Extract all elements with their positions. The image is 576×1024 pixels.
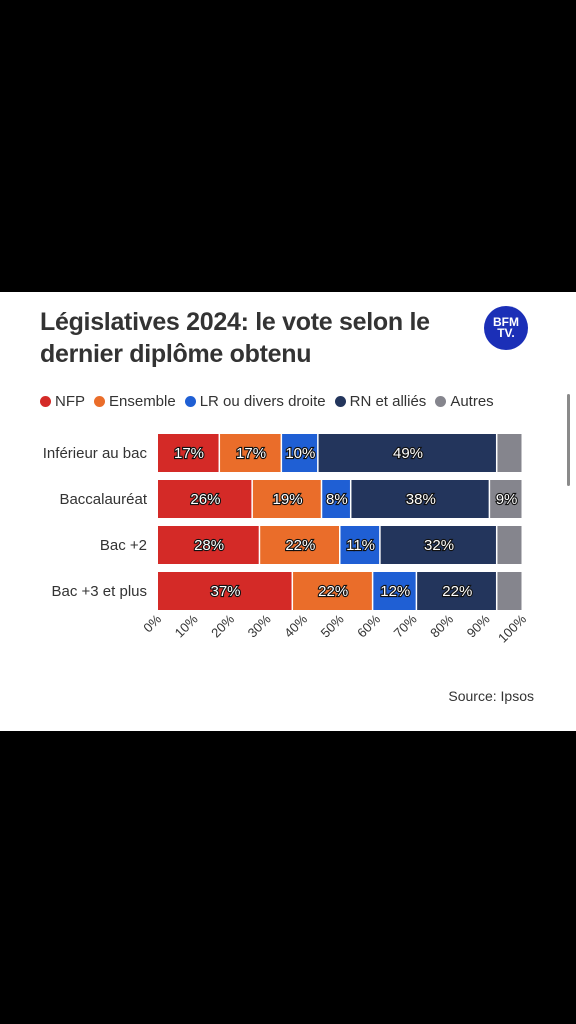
legend-swatch [334, 396, 346, 407]
data-label: 22% [285, 537, 315, 554]
data-label: 22% [442, 583, 472, 600]
x-tick-label: 50% [318, 611, 347, 640]
bar-segment [260, 526, 339, 564]
bar-segment [158, 572, 292, 610]
bar-segment [351, 480, 489, 518]
data-label: 12% [380, 583, 410, 600]
legend-label: Ensemble [109, 393, 176, 410]
data-label: 10% [285, 445, 315, 462]
bar-segment [417, 572, 496, 610]
x-tick-label: 60% [354, 611, 383, 640]
data-label: 17% [174, 445, 204, 462]
stacked-bar-chart: Inférieur au bac 17% 17% 10% 49% Baccalauréat… [43, 434, 529, 646]
bar-segment [282, 434, 318, 472]
legend-label: Autres [450, 393, 494, 410]
x-tick-label: 80% [427, 611, 456, 640]
data-label: 37% [211, 583, 241, 600]
data-label: 22% [318, 583, 348, 600]
legend-swatch [435, 396, 447, 407]
category-label: Inférieur au bac [43, 445, 148, 462]
legend-item: Ensemble [94, 393, 176, 410]
legend-swatch [40, 396, 51, 407]
scrollbar[interactable] [567, 394, 570, 486]
logo-line-2: TV. [497, 326, 515, 340]
logo-line-1: BFM [493, 315, 519, 329]
category-label: Bac +3 et plus [52, 583, 147, 600]
bar-segment [158, 480, 252, 518]
data-label: 8% [326, 491, 348, 508]
bar-segment [158, 434, 219, 472]
bar-segment [318, 434, 496, 472]
bar-segment [340, 526, 380, 564]
legend-label: NFP [55, 393, 85, 410]
bfmtv-logo: BFM TV. [484, 306, 528, 350]
legend-swatch [94, 396, 105, 407]
legend: NFP Ensemble LR ou divers droite RN et alli… [40, 393, 494, 410]
legend-label: LR ou divers droite [199, 393, 326, 410]
legend-item: Autres [435, 393, 494, 410]
legend-item: RN et alliés [334, 393, 427, 410]
x-tick-label: 100% [495, 611, 529, 645]
bar-segment [252, 480, 321, 518]
category-label: Baccalauréat [59, 491, 147, 508]
x-tick-label: 20% [208, 611, 237, 640]
bar-segment [497, 526, 522, 564]
bar-segment [220, 434, 281, 472]
source-note: Source: Ipsos [448, 688, 534, 704]
bar-segment [497, 434, 522, 472]
chart-card: Législatives 2024: le vote selon le dern… [0, 292, 576, 731]
bar-segment [373, 572, 416, 610]
bar-segment [380, 526, 496, 564]
legend-swatch [184, 396, 196, 407]
bar-segment [293, 572, 372, 610]
legend-item: LR ou divers droite [184, 393, 326, 410]
legend-label: RN et alliés [349, 393, 427, 410]
bar-segment [322, 480, 350, 518]
data-label: 11% [346, 537, 375, 554]
data-label: 28% [194, 537, 224, 554]
data-label: 17% [236, 445, 266, 462]
x-tick-label: 10% [172, 611, 201, 640]
x-tick-label: 70% [391, 611, 420, 640]
data-label: 32% [424, 537, 454, 554]
bar-segment [490, 480, 522, 518]
x-tick-label: 90% [464, 611, 493, 640]
data-label: 26% [190, 491, 220, 508]
data-label: 19% [273, 491, 303, 508]
legend-item: NFP [40, 393, 85, 410]
x-tick-label: 0% [140, 611, 164, 635]
x-tick-label: 40% [281, 611, 310, 640]
chart-title: Législatives 2024: le vote selon le dern… [40, 308, 430, 368]
data-label: 9% [496, 491, 518, 508]
data-label: 38% [406, 491, 436, 508]
x-tick-label: 30% [245, 611, 274, 640]
category-label: Bac +2 [100, 537, 147, 554]
data-label: 49% [393, 445, 423, 462]
bar-segment [158, 526, 259, 564]
bar-segment [497, 572, 522, 610]
